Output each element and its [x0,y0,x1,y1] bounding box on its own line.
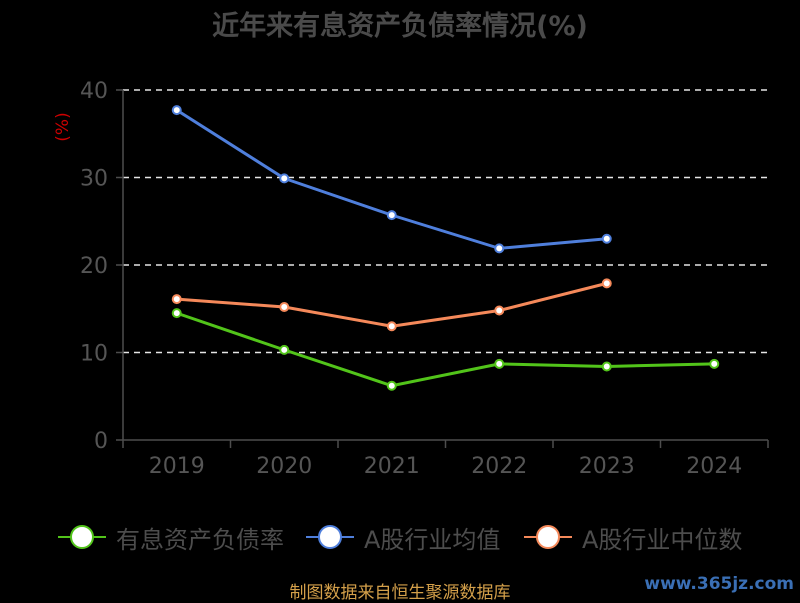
legend-item-industry-mean[interactable]: A股行业均值 [306,518,500,556]
data-point[interactable] [386,380,397,391]
x-tick-label: 2020 [256,454,312,479]
data-point[interactable] [171,105,182,116]
legend-label: A股行业均值 [364,525,501,554]
x-tick-label: 2022 [471,454,527,479]
data-point[interactable] [279,173,290,184]
y-tick-label: 10 [80,342,108,367]
legend-swatch-orange [524,518,572,556]
legend: 有息资产负债率 A股行业均值 A股行业中位数 [0,518,800,556]
legend-swatch-green [58,518,106,556]
legend-item-industry-median[interactable]: A股行业中位数 [524,518,742,556]
x-tick-label: 2023 [579,454,635,479]
legend-swatch-blue [306,518,354,556]
legend-item-interest-debt-ratio[interactable]: 有息资产负债率 [58,518,284,556]
data-point[interactable] [386,210,397,221]
data-point[interactable] [494,305,505,316]
x-tick-label: 2019 [149,454,205,479]
data-point[interactable] [171,294,182,305]
data-point[interactable] [601,233,612,244]
legend-label: A股行业中位数 [582,525,743,554]
series-layer [171,105,720,391]
series-line-2 [176,281,608,328]
data-source-note: 制图数据来自恒生聚源数据库 [289,583,511,603]
data-point[interactable] [279,344,290,355]
x-tick-label: 2021 [364,454,420,479]
y-tick-label: 40 [80,79,108,104]
data-point[interactable] [386,321,397,332]
data-point[interactable] [601,361,612,372]
legend-label: 有息资产负债率 [116,525,284,554]
chart-title: 近年来有息资产负债率情况(%) [212,11,588,42]
x-tick-label: 2024 [686,454,742,479]
series-line-1 [175,108,607,250]
y-axis-label: (%) [53,112,73,141]
axis-layer: 0 10 20 30 40 2019 2020 2021 2022 2023 2024 [80,79,769,479]
data-point[interactable] [494,358,505,369]
y-tick-label: 20 [80,254,108,279]
series-line-0 [176,311,715,388]
data-point[interactable] [709,358,720,369]
grid-layer [123,89,768,354]
data-point[interactable] [171,308,182,319]
watermark: www.365jz.com [644,574,794,594]
data-point[interactable] [279,302,290,312]
y-tick-label: 30 [80,167,108,192]
data-point[interactable] [494,243,505,254]
data-point[interactable] [601,278,612,289]
y-tick-label: 0 [94,429,108,454]
